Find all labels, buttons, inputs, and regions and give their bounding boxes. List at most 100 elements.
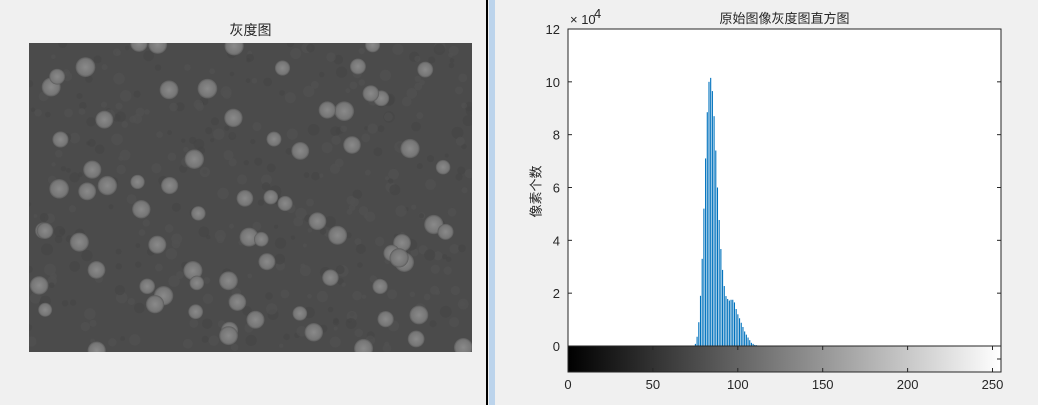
x-tick-label: 250 xyxy=(982,377,1004,392)
histogram-bar xyxy=(745,334,747,346)
particle xyxy=(308,212,327,231)
histogram-bar xyxy=(708,81,710,346)
particle xyxy=(49,68,66,85)
particle xyxy=(400,138,420,159)
y-tick-label: 2 xyxy=(553,286,560,301)
particle xyxy=(160,176,179,195)
particle xyxy=(188,304,204,320)
particle xyxy=(148,235,167,254)
x-tick-label: 150 xyxy=(812,377,834,392)
particle xyxy=(407,330,425,348)
histogram-bar xyxy=(742,326,744,346)
scrollbar[interactable] xyxy=(489,0,495,405)
particle xyxy=(228,293,247,311)
chart-title: 原始图像灰度图直方图 xyxy=(719,12,850,27)
histogram-bar xyxy=(747,337,749,346)
x-tick-label: 200 xyxy=(897,377,919,392)
histogram-bar xyxy=(706,112,708,347)
particle xyxy=(83,160,102,179)
particle xyxy=(78,182,97,201)
particle xyxy=(148,43,168,54)
histogram-bar xyxy=(752,343,754,346)
histogram-bar xyxy=(737,314,739,346)
particle xyxy=(132,200,151,219)
particle xyxy=(219,271,238,291)
panel-divider[interactable] xyxy=(486,0,488,405)
y-tick-label: 10 xyxy=(546,75,560,90)
y-exponent-label: × 10 xyxy=(570,12,596,27)
particle xyxy=(304,323,324,342)
particle xyxy=(183,261,203,281)
histogram-bar xyxy=(732,299,734,346)
histogram-bar xyxy=(716,187,719,346)
histogram-bar xyxy=(723,286,725,346)
histogram-bar xyxy=(750,342,752,346)
particle xyxy=(184,149,205,169)
x-tick-label: 50 xyxy=(646,377,660,392)
histogram-bar xyxy=(713,116,715,346)
y-axis-label: 像素个数 xyxy=(529,165,545,218)
particle xyxy=(191,206,206,221)
particle xyxy=(95,110,114,129)
histogram-bar xyxy=(725,296,727,346)
x-tick-label: 0 xyxy=(564,377,571,392)
particle xyxy=(97,175,118,196)
particle xyxy=(389,248,409,268)
particle xyxy=(266,131,282,147)
particle xyxy=(435,159,451,175)
histogram-bar xyxy=(722,269,724,346)
particle xyxy=(239,227,259,247)
particle xyxy=(437,223,454,240)
particle xyxy=(36,222,54,240)
x-tick-label: 100 xyxy=(727,377,749,392)
histogram-bar xyxy=(720,249,722,346)
particle xyxy=(334,101,355,122)
histogram-bar xyxy=(701,258,703,346)
particle xyxy=(292,306,308,321)
histogram-bar xyxy=(711,91,713,347)
particle xyxy=(349,58,366,75)
histogram-bar xyxy=(735,309,737,346)
particle xyxy=(29,276,49,295)
particle xyxy=(343,136,361,154)
histogram-bar xyxy=(710,77,712,346)
histogram-bar xyxy=(705,158,707,346)
particle xyxy=(291,141,310,160)
particle xyxy=(159,80,179,100)
particle xyxy=(224,108,243,128)
particle xyxy=(75,57,96,78)
particle xyxy=(277,195,293,212)
particle xyxy=(263,189,279,205)
particle xyxy=(87,341,106,352)
y-tick-label: 4 xyxy=(553,233,560,248)
particle xyxy=(258,253,276,271)
particle xyxy=(189,275,205,291)
particle xyxy=(322,269,339,287)
particle xyxy=(453,338,472,352)
particle xyxy=(365,43,381,53)
histogram-bar xyxy=(733,302,736,346)
y-tick-label: 12 xyxy=(546,22,560,37)
particle xyxy=(145,295,165,314)
colorbar xyxy=(567,345,1002,373)
particle xyxy=(354,338,374,352)
particle xyxy=(139,278,156,295)
particle xyxy=(87,261,106,279)
particle xyxy=(318,101,337,119)
particle xyxy=(362,85,380,102)
histogram-bar xyxy=(698,322,700,346)
y-tick-label: 8 xyxy=(553,128,560,143)
histogram-bar xyxy=(699,295,702,346)
particle xyxy=(38,302,53,317)
particle xyxy=(246,310,265,329)
histogram-bar xyxy=(740,322,742,346)
histogram-bar xyxy=(728,300,730,346)
histogram-bar xyxy=(744,331,746,346)
particle xyxy=(253,231,269,247)
particle xyxy=(219,326,238,346)
histogram-bar xyxy=(696,336,698,346)
particle xyxy=(377,310,394,328)
histogram-bar xyxy=(749,340,751,346)
particle xyxy=(417,61,434,78)
